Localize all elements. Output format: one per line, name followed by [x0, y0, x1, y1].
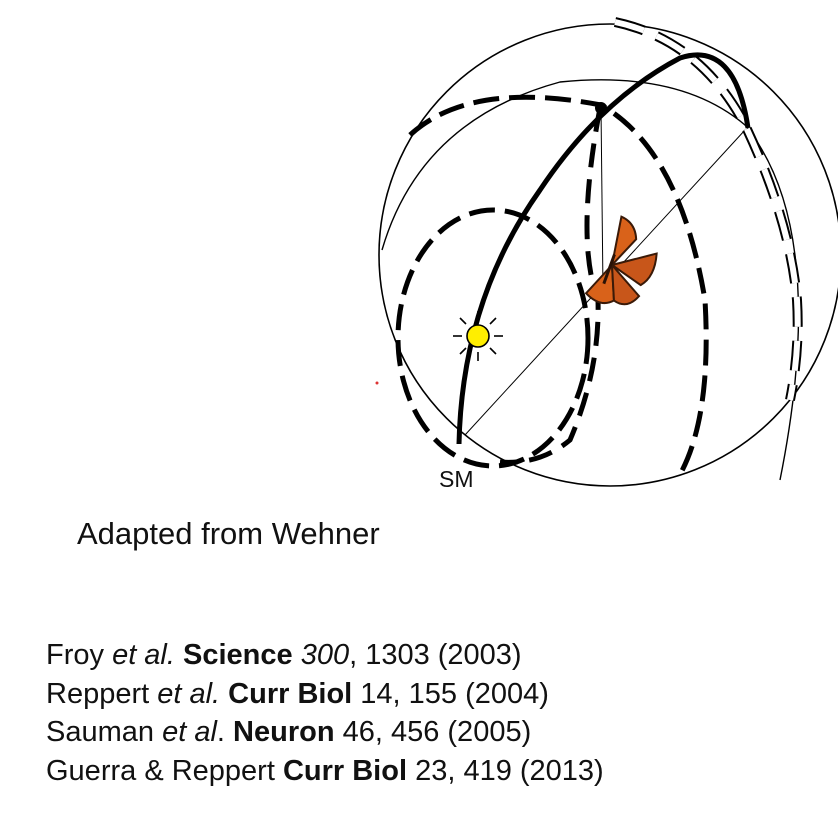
- evector-ring-middle: [408, 94, 709, 480]
- zenith-line: [600, 107, 604, 291]
- ref-part: 14, 155 (2004): [352, 677, 549, 710]
- ref-part: Sauman: [46, 716, 163, 748]
- ref-journal: Curr Biol: [220, 677, 353, 710]
- caption: Adapted from Wehner: [77, 516, 380, 551]
- sun-icon: [453, 311, 503, 361]
- ref-part: Froy: [46, 639, 113, 671]
- ref-part: Reppert: [46, 677, 158, 710]
- solar-meridian-label: SM: [439, 466, 474, 492]
- horizon-circle: [381, 79, 800, 481]
- reference-item: Guerra & Reppert Curr Biol 23, 419 (2013…: [46, 752, 604, 791]
- evector-ring-outer-open: [613, 17, 803, 401]
- evector-ring-inner: [395, 207, 591, 469]
- ref-journal: Neuron: [233, 716, 335, 748]
- ref-journal: Curr Biol: [282, 754, 408, 787]
- ref-part: 46, 456 (2005): [334, 716, 532, 748]
- ref-part: 300: [300, 639, 350, 671]
- ref-part: 23, 419 (2013): [407, 754, 604, 787]
- ref-part: .: [216, 716, 234, 748]
- reference-list: Froy et al. Science 300, 1303 (2003) Rep…: [46, 636, 604, 790]
- celestial-sphere: [378, 23, 838, 487]
- butterfly-icon: [584, 215, 658, 306]
- ref-part: , 1303 (2003): [349, 639, 522, 671]
- reference-item: Reppert et al. Curr Biol 14, 155 (2004): [46, 675, 604, 714]
- ref-part: et al.: [112, 639, 175, 671]
- ref-part: Guerra & Reppert: [46, 754, 283, 787]
- stray-dot: [375, 381, 379, 385]
- ref-journal: Science: [174, 639, 301, 671]
- reference-item: Sauman et al. Neuron 46, 456 (2005): [46, 713, 604, 752]
- ref-part: et al.: [157, 677, 221, 710]
- evector-ring-segment: [499, 107, 603, 465]
- reference-item: Froy et al. Science 300, 1303 (2003): [46, 636, 604, 675]
- ref-part: et al: [162, 716, 217, 748]
